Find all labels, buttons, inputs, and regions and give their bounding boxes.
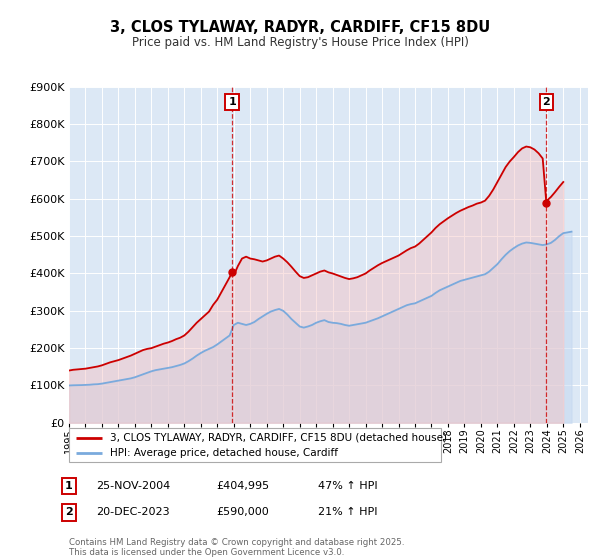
Text: 1: 1	[65, 481, 73, 491]
Text: 2: 2	[542, 97, 550, 107]
Text: Price paid vs. HM Land Registry's House Price Index (HPI): Price paid vs. HM Land Registry's House …	[131, 36, 469, 49]
Text: £590,000: £590,000	[216, 507, 269, 517]
Text: 20-DEC-2023: 20-DEC-2023	[96, 507, 170, 517]
Text: 25-NOV-2004: 25-NOV-2004	[96, 481, 170, 491]
Text: HPI: Average price, detached house, Cardiff: HPI: Average price, detached house, Card…	[110, 448, 338, 458]
Text: 3, CLOS TYLAWAY, RADYR, CARDIFF, CF15 8DU: 3, CLOS TYLAWAY, RADYR, CARDIFF, CF15 8D…	[110, 20, 490, 35]
Text: 2: 2	[65, 507, 73, 517]
Text: 21% ↑ HPI: 21% ↑ HPI	[318, 507, 377, 517]
Text: 47% ↑ HPI: 47% ↑ HPI	[318, 481, 377, 491]
Text: 3, CLOS TYLAWAY, RADYR, CARDIFF, CF15 8DU (detached house): 3, CLOS TYLAWAY, RADYR, CARDIFF, CF15 8D…	[110, 433, 447, 443]
Text: 1: 1	[228, 97, 236, 107]
Text: £404,995: £404,995	[216, 481, 269, 491]
Text: Contains HM Land Registry data © Crown copyright and database right 2025.
This d: Contains HM Land Registry data © Crown c…	[69, 538, 404, 557]
